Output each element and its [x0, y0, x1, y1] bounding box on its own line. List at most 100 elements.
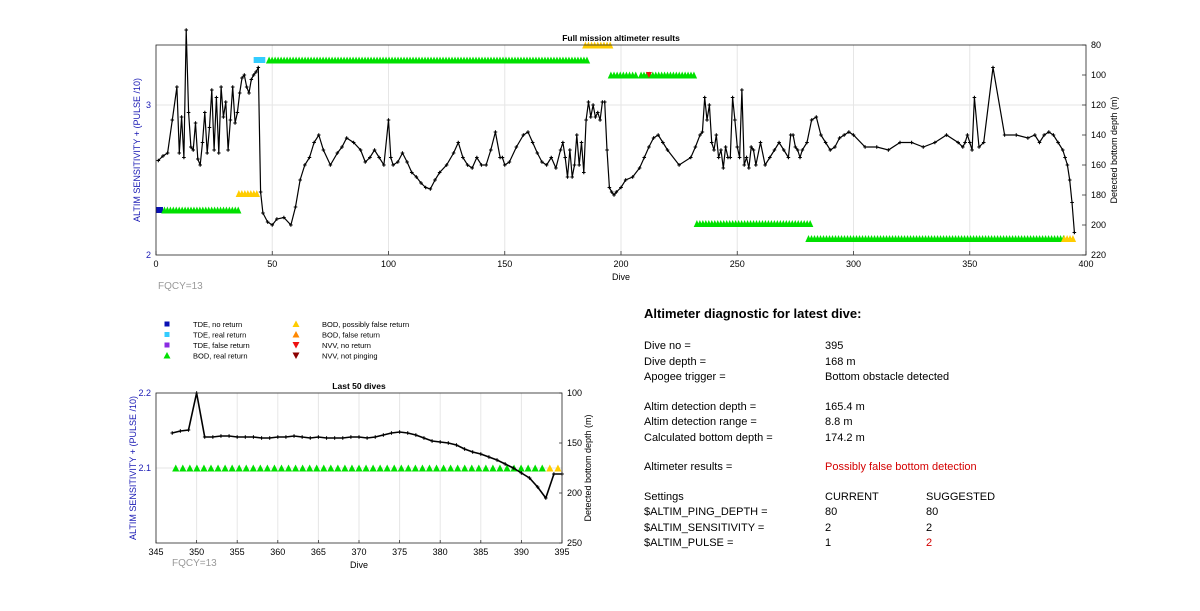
- last50-status-marker: [348, 464, 356, 472]
- full-bottom-depth-point: [823, 140, 828, 145]
- last50-status-marker: [207, 464, 215, 472]
- legend-square-marker: [164, 332, 170, 337]
- full-bottom-depth-point: [207, 125, 212, 130]
- last50-status-marker: [186, 464, 194, 472]
- full-bottom-depth-point: [1056, 140, 1060, 145]
- full-bottom-depth-point: [363, 160, 368, 164]
- full-bottom-depth-point: [303, 163, 307, 167]
- full-bottom-depth-point: [219, 85, 223, 89]
- full-bottom-depth-point: [723, 145, 728, 149]
- legend-label: TDE, real return: [193, 331, 246, 340]
- full-bottom-depth-point: [221, 115, 226, 119]
- last50-bottom-depth-point: [389, 431, 394, 435]
- full-bottom-depth-point: [237, 91, 242, 95]
- full-bottom-depth-point: [909, 140, 914, 145]
- last50-status-marker: [291, 464, 300, 472]
- last50-status-marker: [284, 464, 293, 472]
- last50-status-marker: [538, 464, 546, 472]
- settings-header-row: Settings CURRENT SUGGESTED: [644, 490, 1164, 506]
- dive-depth-label: Dive depth =: [644, 355, 707, 368]
- full-bottom-depth-point: [970, 148, 974, 152]
- full-bottom-depth-point: [340, 145, 344, 149]
- full-bottom-depth-point: [716, 155, 721, 160]
- full-bottom-depth-point: [563, 155, 567, 160]
- last50-status-marker: [228, 464, 236, 472]
- dive-no-label: Dive no =: [644, 340, 691, 352]
- full-bottom-depth-point: [575, 133, 579, 137]
- last50-fqcy-annotation: FQCY=13: [172, 558, 217, 569]
- last50-status-marker: [306, 464, 314, 472]
- full-bottom-depth-point: [161, 154, 165, 158]
- full-bottom-depth-point: [437, 170, 442, 175]
- full-bottom-depth-point: [470, 166, 474, 170]
- full-bottom-depth-point: [210, 88, 214, 92]
- full-x-tick-label: 50: [267, 259, 277, 269]
- full-bottom-depth-point: [960, 145, 965, 149]
- full-x-axis-label: Dive: [612, 272, 630, 282]
- last50-x-tick-label: 350: [189, 547, 204, 557]
- full-bottom-depth-point: [595, 110, 600, 115]
- legend-label: NVV, no return: [322, 341, 371, 350]
- last50-bottom-depth-point: [284, 435, 288, 439]
- last50-bottom-depth-line: [172, 392, 562, 500]
- full-bottom-depth-point: [1060, 148, 1065, 152]
- full-bottom-depth-point: [851, 133, 856, 137]
- full-bottom-depth-point: [233, 121, 237, 125]
- full-bottom-depth-point: [270, 223, 275, 227]
- last50-bottom-depth-point: [340, 436, 345, 440]
- full-bottom-depth-point: [614, 190, 619, 194]
- last50-x-tick-label: 345: [148, 547, 163, 557]
- last50-x-tick-label: 370: [351, 547, 366, 557]
- full-bottom-depth-point: [282, 215, 286, 220]
- full-bottom-depth-point: [433, 178, 437, 182]
- full-bottom-depth-point: [707, 103, 712, 107]
- full-bottom-depth-point: [598, 118, 602, 122]
- last50-bottom-depth-point: [503, 462, 507, 466]
- last50-left-y-tick-label: 2.1: [138, 463, 151, 473]
- full-bottom-depth-point: [1026, 136, 1030, 140]
- full-bottom-depth-point: [609, 190, 614, 194]
- full-bottom-depth-point: [647, 145, 651, 149]
- full-status-marker: [253, 57, 266, 63]
- full-bottom-depth-point: [265, 220, 270, 224]
- last50-bottom-depth-point: [527, 476, 532, 480]
- full-bottom-depth-point: [493, 130, 498, 134]
- last50-status-marker: [496, 464, 504, 472]
- apogee-row: Apogee trigger = Bottom obstacle detecte…: [644, 370, 1164, 386]
- last50-status-marker: [214, 464, 222, 472]
- altim-det-range-label: Altim detection range =: [644, 416, 757, 428]
- legend-label: NVV, not pinging: [322, 352, 378, 361]
- last50-status-marker: [299, 464, 307, 472]
- last50-status-marker: [489, 464, 497, 472]
- full-right-y-tick-label: 140: [1091, 130, 1106, 140]
- full-bottom-depth-point: [414, 175, 419, 179]
- full-right-y-tick-label: 160: [1091, 160, 1106, 170]
- full-bottom-depth-point: [502, 163, 507, 167]
- last50-status-marker: [270, 464, 279, 472]
- last50-bottom-depth-point: [422, 436, 426, 440]
- full-bottom-depth-point: [1042, 133, 1046, 137]
- full-bottom-depth-point: [377, 155, 381, 160]
- full-chart-title: Full mission altimeter results: [562, 33, 680, 43]
- last50-bottom-depth-point: [381, 433, 386, 437]
- full-bottom-depth-point: [507, 160, 512, 164]
- full-bottom-depth-point: [254, 70, 258, 74]
- last50-bottom-depth-point: [438, 440, 442, 444]
- full-bottom-depth-point: [251, 73, 256, 77]
- full-status-marker: [235, 206, 242, 214]
- last50-bottom-depth-point: [495, 458, 499, 462]
- altim-det-range-row: Altim detection range = 8.8 m: [644, 415, 1164, 431]
- full-bottom-depth-point: [965, 133, 970, 137]
- last50-bottom-depth-point: [276, 435, 280, 439]
- last50-left-y-axis-label: ALTIM SENSITIVITY + (PULSE /10): [128, 396, 138, 540]
- full-bottom-depth-point: [991, 65, 995, 70]
- full-bottom-depth-point: [577, 163, 581, 167]
- full-bottom-depth-point: [602, 100, 607, 104]
- full-bottom-depth-point: [735, 145, 740, 149]
- full-bottom-depth-point: [235, 110, 240, 115]
- last50-status-marker: [531, 464, 539, 472]
- pulse-current: 1: [825, 537, 832, 549]
- full-bottom-depth-point: [461, 155, 465, 160]
- last50-status-marker: [179, 464, 187, 472]
- results-label: Altimeter results =: [644, 461, 733, 473]
